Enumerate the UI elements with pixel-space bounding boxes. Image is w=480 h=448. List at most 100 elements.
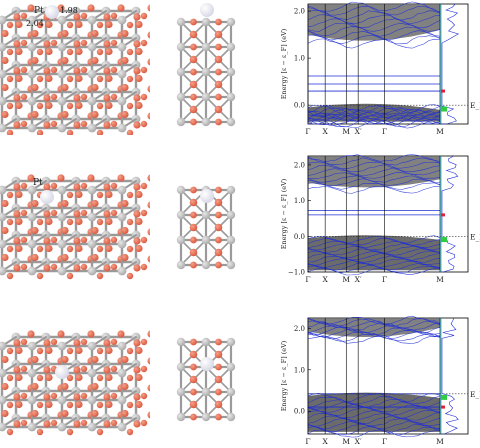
o-atom bbox=[110, 392, 118, 400]
o-atom bbox=[126, 191, 134, 199]
o-atom bbox=[190, 68, 197, 76]
o-atom bbox=[96, 129, 104, 135]
o-atom bbox=[31, 56, 39, 65]
o-atom bbox=[140, 263, 148, 271]
o-atom bbox=[147, 411, 150, 419]
ti-atom bbox=[57, 422, 67, 432]
o-atom bbox=[135, 101, 143, 110]
ti-atom bbox=[201, 17, 211, 27]
o-atom bbox=[15, 244, 23, 253]
o-atom bbox=[126, 102, 134, 110]
o-atom bbox=[36, 374, 44, 382]
o-atom bbox=[50, 209, 58, 217]
ti-atom bbox=[201, 67, 211, 77]
o-atom bbox=[75, 190, 83, 199]
o-atom bbox=[135, 373, 143, 382]
ti-atom bbox=[176, 260, 186, 270]
bond-length-label: 1.98 bbox=[60, 6, 78, 15]
o-atom bbox=[43, 183, 51, 191]
o-atom bbox=[215, 93, 222, 101]
ti-atom bbox=[87, 69, 97, 79]
o-atom bbox=[73, 237, 81, 245]
o-atom bbox=[190, 186, 197, 194]
ti-atom bbox=[57, 123, 67, 133]
o-atom bbox=[103, 339, 111, 347]
ti-atom bbox=[201, 337, 211, 347]
o-atom bbox=[15, 47, 23, 56]
ti-atom bbox=[201, 117, 211, 127]
band-structure-plot: Γ X M X′ Γ M 2.0 1.0 0.0 Energy [ε − ε_F] (eV) E_F bbox=[280, 315, 480, 446]
o-atom bbox=[66, 21, 74, 29]
o-atom bbox=[61, 56, 69, 65]
o-atom bbox=[45, 74, 53, 83]
o-atom bbox=[66, 374, 74, 382]
conduction-band-line bbox=[307, 172, 441, 179]
y-axis-label: Energy [ε − ε_F] (eV) bbox=[280, 340, 288, 411]
o-atom bbox=[20, 66, 28, 74]
o-atom bbox=[36, 401, 44, 409]
o-atom bbox=[121, 199, 129, 208]
o-atom bbox=[189, 223, 198, 232]
projected-conduction-band bbox=[308, 156, 440, 188]
o-atom bbox=[36, 218, 44, 226]
o-atom bbox=[105, 190, 113, 199]
slab-side-view bbox=[0, 4, 150, 135]
o-atom bbox=[121, 56, 129, 65]
o-atom bbox=[147, 384, 150, 392]
valence-band-line bbox=[307, 404, 441, 413]
o-atom bbox=[75, 244, 83, 253]
dos-projection-green bbox=[441, 106, 447, 112]
ti-atom bbox=[57, 96, 67, 106]
o-atom bbox=[20, 392, 28, 400]
o-atom bbox=[80, 182, 88, 190]
ti-atom bbox=[176, 117, 186, 127]
conduction-band-line bbox=[307, 30, 441, 41]
o-atom bbox=[6, 75, 14, 83]
ti-atom bbox=[176, 412, 186, 422]
conduction-band-line bbox=[307, 5, 441, 16]
o-atom bbox=[57, 330, 65, 338]
o-atom bbox=[66, 245, 74, 253]
conduction-band-line bbox=[307, 315, 441, 326]
o-atom bbox=[1, 83, 9, 92]
o-atom bbox=[103, 237, 111, 245]
o-atom bbox=[20, 236, 28, 244]
ti-atom bbox=[27, 341, 37, 351]
ti-atom bbox=[27, 123, 37, 133]
ti-atom bbox=[0, 212, 7, 222]
o-atom bbox=[73, 40, 81, 48]
o-atom bbox=[91, 253, 99, 262]
kpoint-label: Γ bbox=[382, 275, 387, 284]
ti-atom bbox=[226, 210, 236, 220]
o-atom bbox=[121, 355, 129, 364]
o-atom bbox=[61, 83, 69, 92]
o-atom bbox=[110, 39, 118, 47]
o-atom bbox=[215, 43, 222, 51]
o-atom bbox=[133, 366, 141, 374]
y-tick-label: 0.0 bbox=[294, 102, 305, 110]
o-atom bbox=[15, 74, 23, 83]
o-atom bbox=[126, 374, 134, 382]
o-atom bbox=[91, 355, 99, 364]
o-atom bbox=[73, 183, 81, 191]
ti-atom bbox=[87, 123, 97, 133]
o-atom bbox=[43, 339, 51, 347]
o-atom bbox=[133, 40, 141, 48]
o-atom bbox=[75, 47, 83, 56]
o-atom bbox=[215, 388, 222, 396]
o-atom bbox=[190, 93, 197, 101]
valence-band-line bbox=[307, 426, 441, 435]
o-atom bbox=[190, 363, 197, 371]
ti-atom bbox=[57, 212, 67, 222]
o-atom bbox=[105, 346, 113, 355]
o-atom bbox=[96, 374, 104, 382]
dos-curve bbox=[441, 317, 459, 435]
ti-atom bbox=[87, 368, 97, 378]
o-atom bbox=[135, 400, 143, 409]
o-atom bbox=[20, 419, 28, 427]
o-atom bbox=[147, 4, 150, 12]
ti-atom bbox=[27, 395, 37, 405]
valence-band-line bbox=[307, 108, 441, 118]
o-atom bbox=[6, 272, 14, 280]
o-atom bbox=[80, 392, 88, 400]
